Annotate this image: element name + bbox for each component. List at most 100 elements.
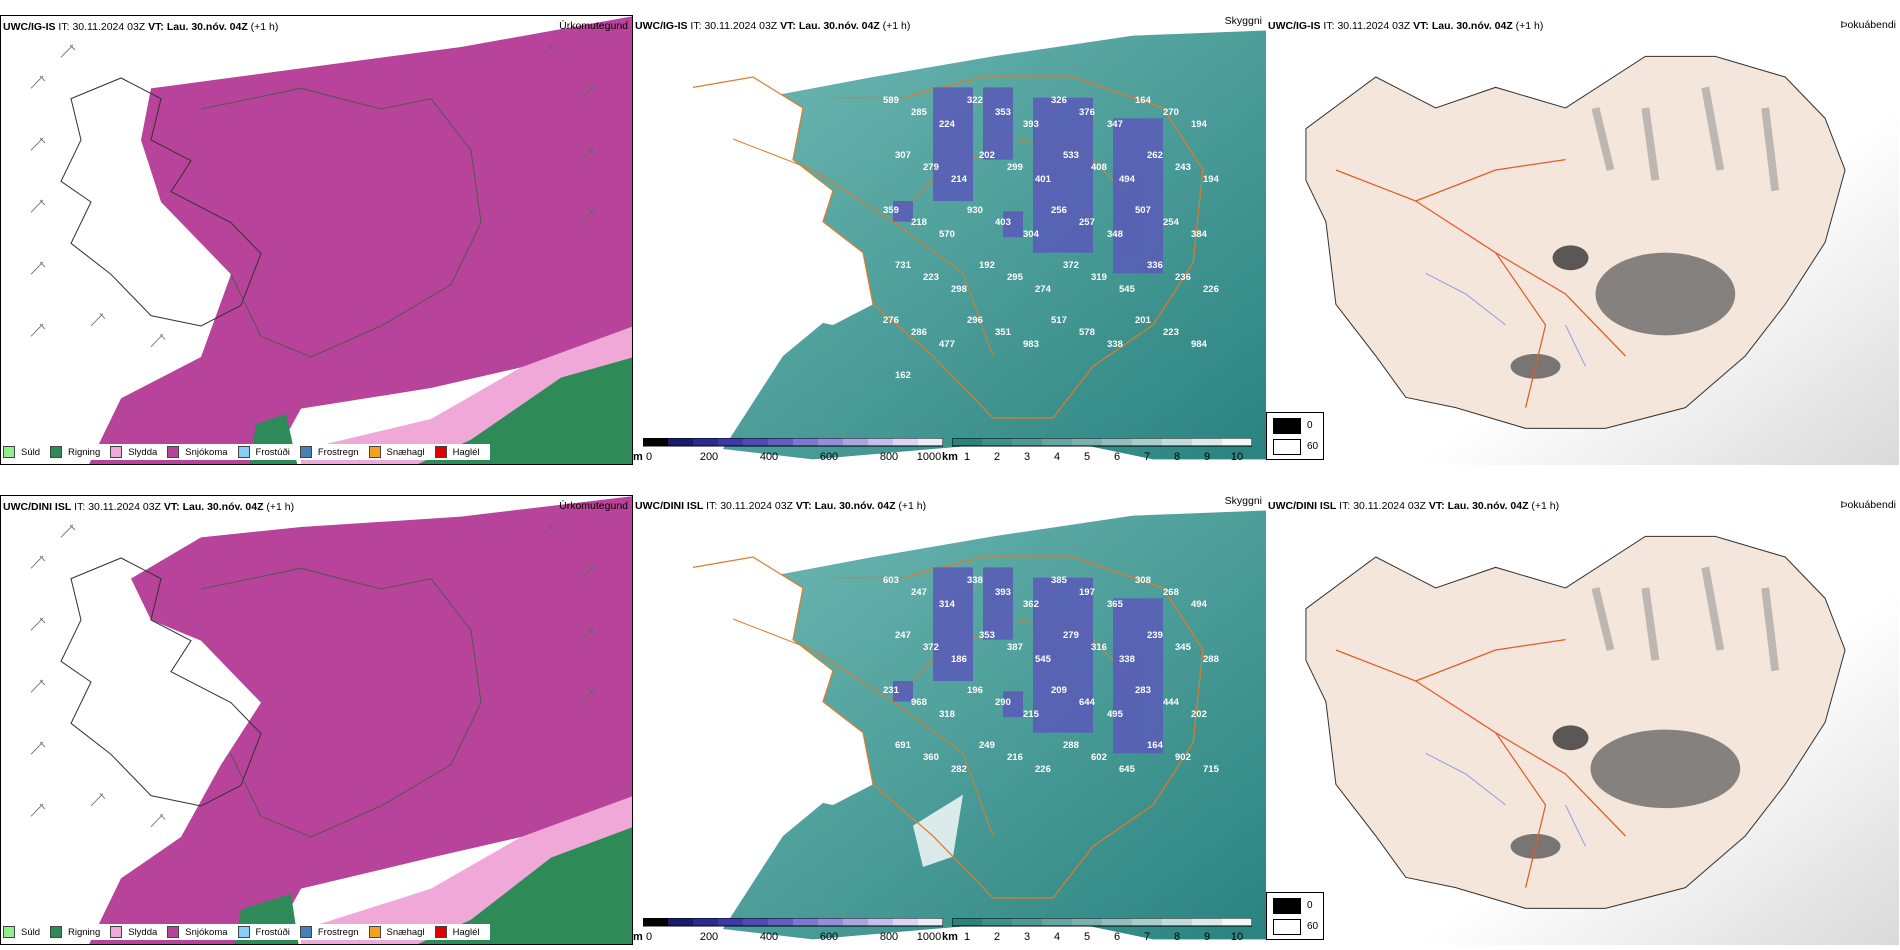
ceiling-label: 408 (1091, 162, 1107, 173)
ceiling-label: 353 (995, 107, 1011, 118)
ceiling-label: 603 (883, 575, 899, 586)
precip-type-map (30, 496, 632, 944)
ceiling-label: 968 (911, 697, 927, 708)
ceiling-label: 348 (1107, 229, 1123, 240)
ceiling-label: 545 (1035, 654, 1051, 665)
ceiling-label: 359 (883, 205, 899, 216)
legend-item-slydda: Slydda (110, 924, 157, 940)
ceiling-label: 984 (1191, 339, 1207, 350)
panel-title: Skyggni (1224, 15, 1262, 27)
ceiling-label: 715 (1203, 764, 1219, 775)
ceiling-label: 290 (995, 697, 1011, 708)
fog-legend-max-swatch (1273, 439, 1301, 455)
ceiling-label: 202 (1191, 709, 1207, 720)
ceiling-label: 286 (911, 327, 927, 338)
ceiling-label: 507 (1135, 205, 1151, 216)
ceiling-label: 268 (1163, 587, 1179, 598)
legend-item-frostregn: Frostregn (299, 924, 359, 940)
ceiling-label: 249 (979, 740, 995, 751)
legend-swatch (3, 446, 15, 458)
legend-swatch (368, 926, 381, 938)
precip-type-map (30, 16, 632, 464)
legend-item-snaehagl: Snæhagl (368, 924, 425, 940)
ceiling-label: 307 (895, 150, 911, 161)
ceiling-label: 338 (1119, 654, 1135, 665)
ceiling-label: 336 (1147, 260, 1163, 271)
legend-swatch (167, 926, 180, 938)
ceiling-label: 393 (1023, 119, 1039, 130)
legend-swatch (167, 446, 180, 458)
ceiling-label: 194 (1191, 119, 1207, 130)
ceiling-label: 215 (1023, 709, 1039, 720)
ceiling-label: 276 (883, 315, 899, 326)
fog-legend-min-swatch (1273, 418, 1301, 434)
fog-index-map (1266, 495, 1899, 945)
ceiling-label: 393 (995, 587, 1011, 598)
legend-item-haglel: Haglél (434, 924, 480, 940)
legend-swatch (110, 446, 123, 458)
legend-swatch (110, 926, 123, 938)
ceiling-label: 316 (1091, 642, 1107, 653)
ceiling-label: 288 (1063, 740, 1079, 751)
legend-item-frostudi: Frostúði (237, 924, 290, 940)
legend-swatch (3, 926, 15, 938)
legend-item-frostudi: Frostúði (237, 444, 290, 460)
ceiling-label: 385 (1051, 575, 1067, 586)
ceiling-label: 283 (1135, 685, 1151, 696)
ceiling-label: 196 (967, 685, 983, 696)
ceiling-label: 247 (911, 587, 927, 598)
ceiling-label: 444 (1163, 697, 1179, 708)
ceiling-label: 282 (951, 764, 967, 775)
fog-legend-2: 0 60 (1266, 892, 1324, 940)
ceiling-label: 299 (1007, 162, 1023, 173)
legend-item-haglel: Haglél (434, 444, 480, 460)
visibility-colorbar: km 1 2 3 4 5 6 7 8 9 10 (942, 918, 1260, 945)
ceiling-label: 360 (923, 752, 939, 763)
ceiling-label: 578 (1079, 327, 1095, 338)
legend-swatch (299, 446, 312, 458)
ceiling-label: 231 (883, 685, 899, 696)
ceiling-label: 308 (1135, 575, 1151, 586)
ceiling-label: 209 (1051, 685, 1067, 696)
fog-index-panel-1: UWC/IG-IS IT: 30.11.2024 03Z VT: Lau. 30… (1266, 15, 1900, 465)
panel-header: UWC/DINI ISL IT: 30.11.2024 03Z VT: Lau.… (1268, 500, 1560, 512)
ceiling-visibility-panel-2: UWC/DINI ISL IT: 30.11.2024 03Z VT: Lau.… (633, 495, 1266, 945)
precip-type-panel-1: UWC/IG-IS IT: 30.11.2024 03Z VT: Lau. 30… (0, 15, 633, 465)
ceiling-label: 477 (939, 339, 955, 350)
fog-legend-1: 0 60 (1266, 412, 1324, 460)
panel-title: Úrkomutegund (559, 20, 628, 32)
ceiling-label: 338 (967, 575, 983, 586)
ceiling-label: 164 (1147, 740, 1163, 751)
ceiling-label: 319 (1091, 272, 1107, 283)
legend-swatch (299, 926, 312, 938)
precip-legend: Súld Rigning Slydda Snjókoma Frostúði Fr… (3, 444, 490, 460)
panel-header: UWC/DINI ISL IT: 30.11.2024 03Z VT: Lau.… (3, 501, 295, 513)
ceiling-visibility-panel-1: UWC/IG-IS IT: 30.11.2024 03Z VT: Lau. 30… (633, 15, 1266, 465)
ceiling-label: 279 (1063, 630, 1079, 641)
ceiling-label: 226 (1203, 284, 1219, 295)
ceiling-label: 494 (1119, 174, 1135, 185)
ceiling-label: 194 (1203, 174, 1219, 185)
legend-swatch (50, 446, 63, 458)
ceiling-label: 372 (923, 642, 939, 653)
ceiling-label: 256 (1051, 205, 1067, 216)
ceiling-label: 351 (995, 327, 1011, 338)
legend-swatch (237, 926, 250, 938)
ceiling-label: 570 (939, 229, 955, 240)
ceiling-label: 318 (939, 709, 955, 720)
legend-item-frostregn: Frostregn (299, 444, 359, 460)
ceiling-label: 274 (1035, 284, 1051, 295)
legend-swatch (50, 926, 63, 938)
ceiling-label: 288 (1203, 654, 1219, 665)
ceiling-label: 517 (1051, 315, 1067, 326)
ceiling-label: 902 (1175, 752, 1191, 763)
ceiling-label: 162 (895, 370, 911, 381)
ceiling-label: 644 (1079, 697, 1095, 708)
ceiling-label: 243 (1175, 162, 1191, 173)
legend-item-snjokoma: Snjókoma (167, 444, 228, 460)
ceiling-label: 983 (1023, 339, 1039, 350)
ceiling-label: 254 (1163, 217, 1179, 228)
precip-type-panel-2: UWC/DINI ISL IT: 30.11.2024 03Z VT: Lau.… (0, 495, 633, 945)
ceiling-label: 262 (1147, 150, 1163, 161)
ceiling-label: 326 (1051, 95, 1067, 106)
